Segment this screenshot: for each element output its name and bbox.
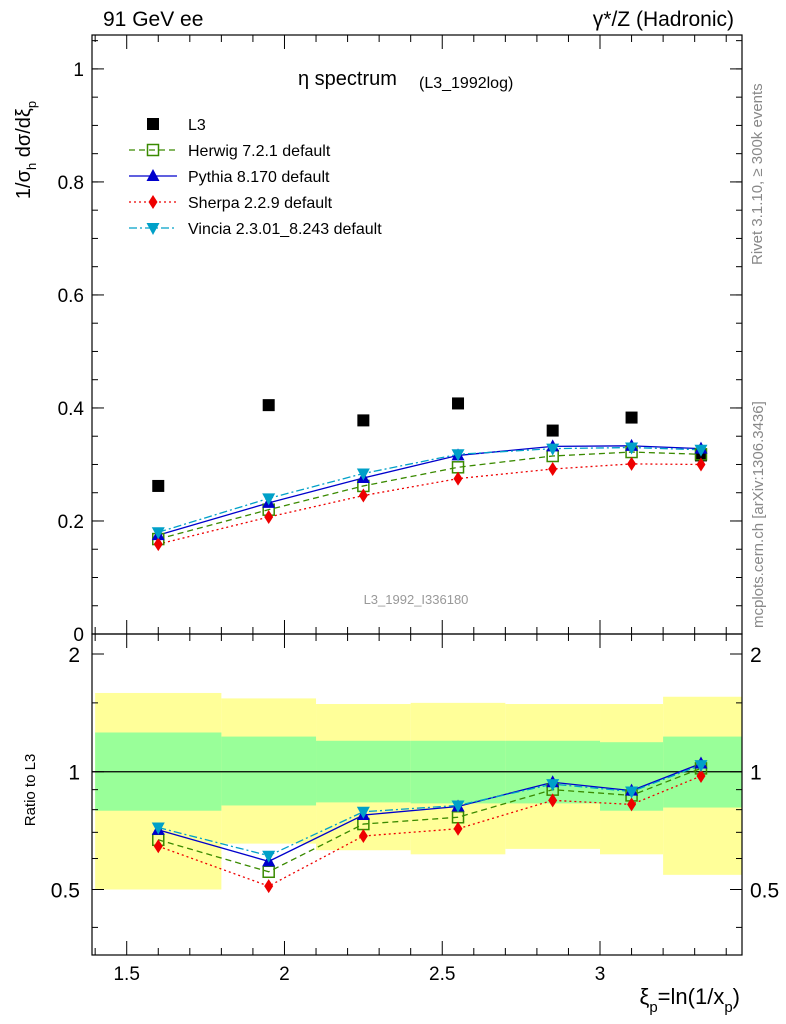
- ratio-sherpa-point: [153, 839, 163, 854]
- legend-l3-marker: [147, 118, 159, 130]
- y-tick-label: 0: [73, 625, 84, 646]
- ratio-uncertainty-bands: [95, 692, 742, 890]
- y-tick-label: 1: [73, 60, 84, 81]
- ratio-y-tick-label-right: 1: [750, 762, 762, 785]
- legend: L3 Herwig 7.2.1 default Pythia 8.170 defau…: [129, 117, 382, 238]
- header-left-label: 91 GeV ee: [103, 8, 204, 31]
- ratio-vincia-point: [262, 850, 276, 863]
- ratio-vincia-point: [694, 760, 708, 773]
- main-vincia-line: [158, 446, 702, 533]
- ratio-y-tick-label: 2: [68, 644, 80, 667]
- main-l3-point: [625, 411, 638, 424]
- main-vincia-point: [262, 493, 276, 506]
- main-sherpa-point: [153, 537, 163, 552]
- x-axis-label: ξp=ln(1/xp): [639, 984, 740, 1016]
- ratio-sherpa-point: [627, 797, 637, 812]
- ratio-band-inner: [221, 736, 317, 806]
- main-sherpa-point: [264, 510, 274, 525]
- ratio-frame: [91, 633, 743, 956]
- ratio-vincia-point: [546, 779, 560, 792]
- ratio-y-tick-label: 1: [68, 762, 80, 785]
- main-l3-point: [262, 399, 275, 412]
- plot-title: η spectrum: [298, 68, 397, 90]
- main-vincia-point: [625, 442, 639, 455]
- y-tick-label: 0.4: [58, 399, 85, 420]
- main-vincia-point: [546, 443, 560, 456]
- main-vincia-point: [451, 449, 465, 462]
- rivet-label: Rivet 3.1.10, ≥ 300k events: [749, 83, 766, 265]
- ratio-sherpa-point: [696, 769, 706, 784]
- main-pythia-line: [158, 445, 702, 536]
- x-tick-label: 2: [279, 964, 290, 985]
- ratio-y-tick-label: 0.5: [51, 879, 80, 902]
- legend-pythia-label: Pythia 8.170 default: [188, 169, 330, 186]
- main-sherpa-point: [696, 457, 706, 472]
- legend-herwig-marker: [146, 143, 160, 157]
- legend-sherpa-marker: [148, 195, 158, 209]
- main-vincia-point: [694, 444, 708, 457]
- y-tick-label: 0.6: [58, 286, 84, 307]
- main-sherpa-point: [548, 461, 558, 476]
- ratio-y-tick-label-right: 2: [750, 644, 762, 667]
- ratio-sherpa-point: [453, 821, 463, 836]
- ratio-vincia-point: [625, 786, 639, 799]
- header-right-label: γ*/Z (Hadronic): [592, 8, 734, 31]
- main-l3-point: [452, 397, 465, 410]
- main-l3-point: [357, 414, 370, 427]
- ratio-vincia-point: [451, 800, 465, 813]
- main-l3-point: [152, 479, 165, 492]
- legend-vincia-marker: [146, 223, 160, 235]
- x-tick-label: 2.5: [429, 964, 455, 985]
- main-vincia-point: [356, 468, 370, 481]
- main-sherpa-line: [158, 463, 701, 545]
- y-tick-label: 0.8: [58, 173, 84, 194]
- ratio-y-tick-label-right: 0.5: [750, 879, 779, 902]
- legend-sherpa-label: Sherpa 2.2.9 default: [188, 195, 333, 212]
- main-sherpa-point: [358, 488, 368, 503]
- legend-vincia-label: Vincia 2.3.01_8.243 default: [188, 221, 382, 238]
- ratio-vincia-point: [151, 822, 165, 835]
- x-tick-label: 1.5: [113, 964, 139, 985]
- ratio-sherpa-point: [548, 793, 558, 808]
- ratio-vincia-point: [356, 806, 370, 819]
- y-tick-label: 0.2: [58, 512, 84, 533]
- legend-herwig-label: Herwig 7.2.1 default: [188, 143, 331, 160]
- ratio-sherpa-point: [264, 879, 274, 894]
- main-sherpa-point: [453, 471, 463, 486]
- plot-title-suffix: (L3_1992log): [419, 75, 513, 92]
- analysis-watermark: L3_1992_I336180: [364, 592, 469, 607]
- main-vincia-point: [151, 527, 165, 540]
- legend-pythia-marker: [146, 169, 160, 181]
- ratio-y-axis-label: Ratio to L3: [22, 754, 39, 827]
- legend-l3-label: L3: [188, 117, 206, 134]
- main-sherpa-point: [627, 456, 637, 471]
- main-y-axis-label: 1/σh dσ/dξp: [13, 101, 39, 199]
- ratio-sherpa-point: [358, 829, 368, 844]
- main-herwig-line: [158, 451, 702, 540]
- mcplots-label: mcplots.cern.ch [arXiv:1306.3436]: [750, 401, 767, 628]
- main-l3-point: [546, 424, 559, 437]
- x-tick-label: 3: [595, 964, 606, 985]
